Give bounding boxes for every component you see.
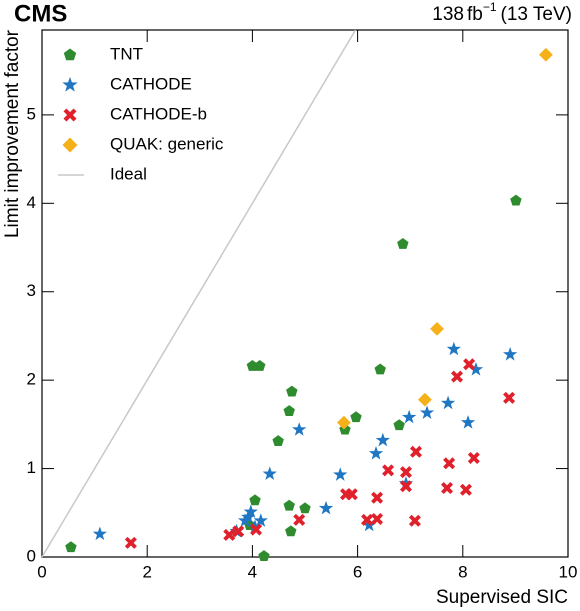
point — [446, 341, 461, 356]
point — [398, 476, 414, 490]
plot-frame — [41, 29, 569, 558]
point — [467, 451, 480, 464]
point — [459, 483, 472, 496]
point — [250, 523, 263, 536]
point — [361, 513, 374, 526]
point — [510, 194, 522, 206]
point — [409, 445, 422, 458]
point — [374, 363, 386, 375]
point — [283, 499, 295, 511]
x-tick-label: 0 — [37, 562, 46, 581]
legend-marker — [63, 48, 77, 61]
point — [92, 526, 107, 541]
point — [246, 360, 259, 371]
point — [393, 419, 405, 431]
point — [262, 466, 277, 480]
point — [503, 391, 516, 404]
lumi-exp: −1 — [483, 0, 497, 14]
point — [253, 513, 268, 527]
point — [539, 47, 553, 62]
point — [232, 525, 245, 538]
x-tick-label: 10 — [559, 562, 578, 581]
point — [254, 360, 266, 371]
point — [443, 457, 456, 470]
y-tick-label: 2 — [27, 370, 36, 389]
legend-marker — [62, 76, 78, 92]
x-axis-label: Supervised SIC — [436, 587, 568, 608]
point — [223, 528, 236, 541]
point — [243, 504, 258, 518]
point — [293, 513, 306, 526]
point — [337, 415, 351, 430]
point — [345, 488, 358, 501]
point — [283, 405, 295, 416]
x-tick-label: 8 — [458, 562, 467, 581]
point — [408, 514, 421, 527]
lumi-label: 138 fb−1 (13 TeV) — [432, 0, 572, 25]
legend-marker — [62, 137, 78, 153]
y-tick-label: 4 — [27, 193, 36, 212]
point — [65, 541, 77, 553]
legend-label: CATHODE — [110, 74, 192, 93]
point — [368, 446, 384, 460]
point — [463, 358, 476, 371]
ideal-line — [41, 29, 357, 558]
point — [286, 385, 298, 397]
x-tick-label: 6 — [353, 562, 362, 581]
point — [258, 550, 270, 561]
legend-label: CATHODE-b — [110, 104, 207, 123]
point — [299, 502, 311, 514]
point — [318, 500, 334, 515]
lumi-unit: fb — [467, 4, 483, 25]
point — [350, 411, 362, 423]
point — [399, 466, 412, 479]
point — [418, 392, 432, 407]
point — [375, 432, 390, 447]
y-axis-label: Limit improvement factor — [2, 29, 23, 238]
point — [333, 467, 348, 481]
point — [292, 422, 307, 436]
experiment-label: CMS — [14, 0, 67, 27]
legend-label: Ideal — [110, 164, 147, 183]
point — [503, 347, 518, 361]
point — [371, 512, 384, 525]
point — [382, 464, 395, 477]
point — [402, 409, 417, 424]
point — [468, 362, 484, 376]
point — [441, 482, 454, 495]
point — [451, 370, 464, 383]
point — [397, 237, 409, 249]
point — [124, 536, 137, 549]
y-tick-label: 1 — [27, 458, 36, 477]
point — [460, 415, 476, 429]
legend-marker — [63, 108, 77, 122]
point — [249, 494, 261, 506]
lumi: 138 — [432, 4, 464, 25]
point — [285, 525, 297, 537]
point — [371, 491, 384, 504]
y-tick-label: 5 — [27, 104, 36, 123]
x-tick-label: 2 — [142, 562, 151, 581]
point — [419, 405, 435, 419]
point — [399, 480, 412, 493]
point — [430, 321, 444, 336]
point — [272, 435, 284, 447]
legend-label: QUAK: generic — [110, 134, 224, 153]
y-tick-label: 0 — [27, 546, 36, 565]
point — [440, 395, 456, 410]
energy: (13 TeV) — [501, 4, 572, 25]
legend-label: TNT — [110, 44, 143, 63]
x-tick-label: 4 — [248, 562, 257, 581]
y-tick-label: 3 — [27, 281, 36, 300]
